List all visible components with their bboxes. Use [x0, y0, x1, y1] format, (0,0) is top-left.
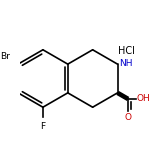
Text: NH: NH — [119, 59, 133, 68]
Text: HCl: HCl — [118, 46, 135, 56]
Text: OH: OH — [137, 94, 150, 104]
Text: O: O — [125, 113, 132, 122]
Text: Br: Br — [0, 52, 10, 61]
Text: F: F — [40, 122, 45, 131]
